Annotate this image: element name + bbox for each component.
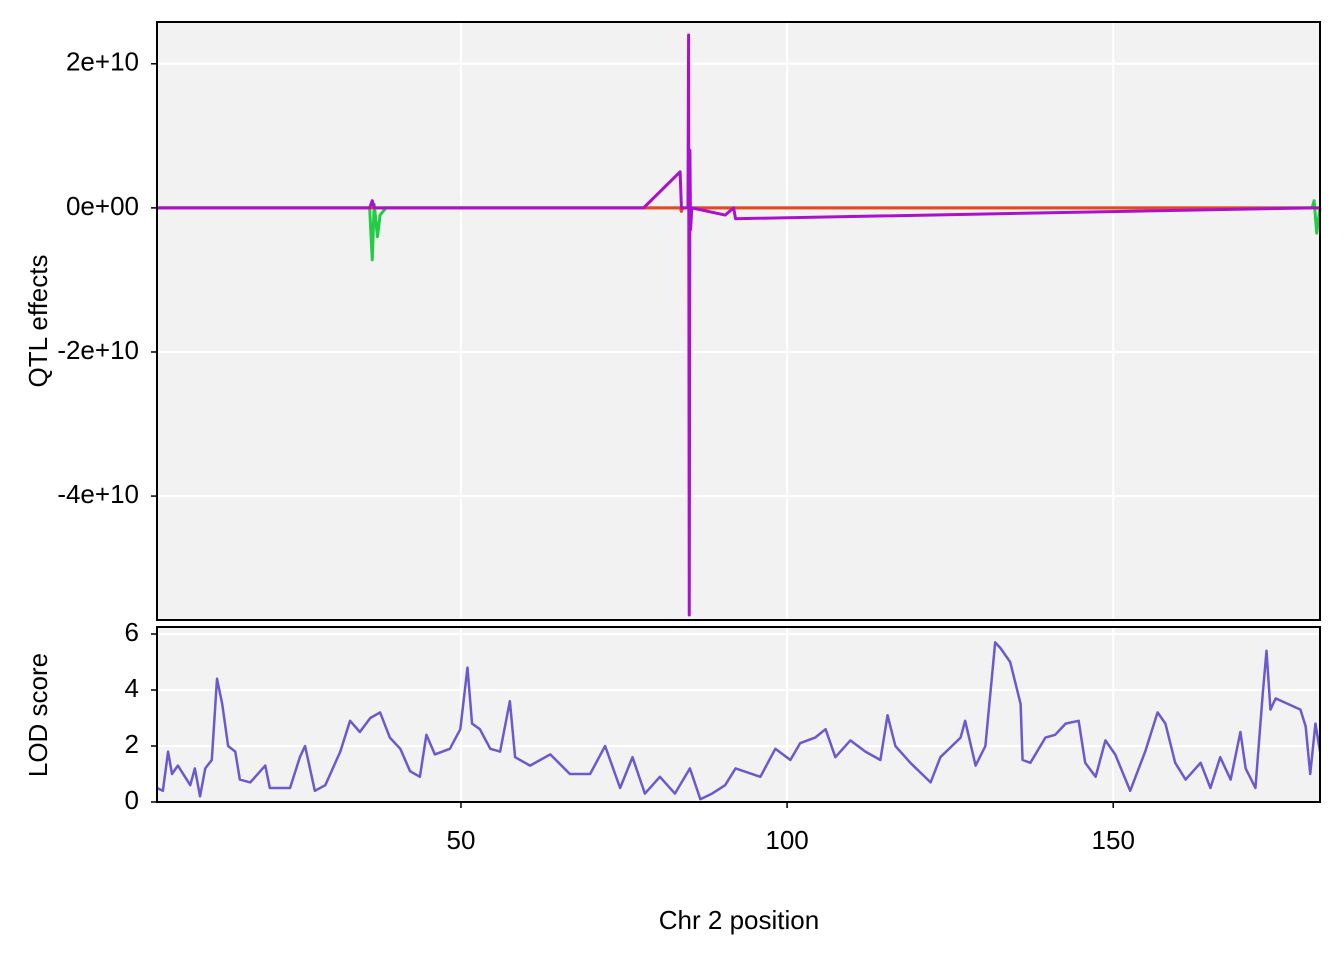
x-axis-label: Chr 2 position [659, 905, 819, 935]
plot-background [157, 22, 1320, 620]
y-tick-label: 2e+10 [66, 47, 139, 77]
y-axis-label: QTL effects [23, 255, 53, 388]
y-tick-label: 0e+00 [66, 191, 139, 221]
y-axis-label: LOD score [23, 653, 53, 777]
y-tick-label: -2e+10 [57, 335, 139, 365]
x-tick-label: 150 [1092, 825, 1135, 855]
y-tick-label: 2 [125, 729, 139, 759]
y-tick-label: 4 [125, 673, 139, 703]
x-tick-label: 50 [446, 825, 475, 855]
plot-background [157, 627, 1320, 802]
y-tick-label: -4e+10 [57, 479, 139, 509]
plot-border [156, 21, 1321, 621]
y-tick-label: 6 [125, 617, 139, 647]
data-line [157, 33, 1320, 617]
x-tick-label: 100 [765, 825, 808, 855]
plot-border [156, 626, 1321, 803]
y-tick-label: 0 [125, 785, 139, 815]
data-line [156, 641, 1322, 801]
